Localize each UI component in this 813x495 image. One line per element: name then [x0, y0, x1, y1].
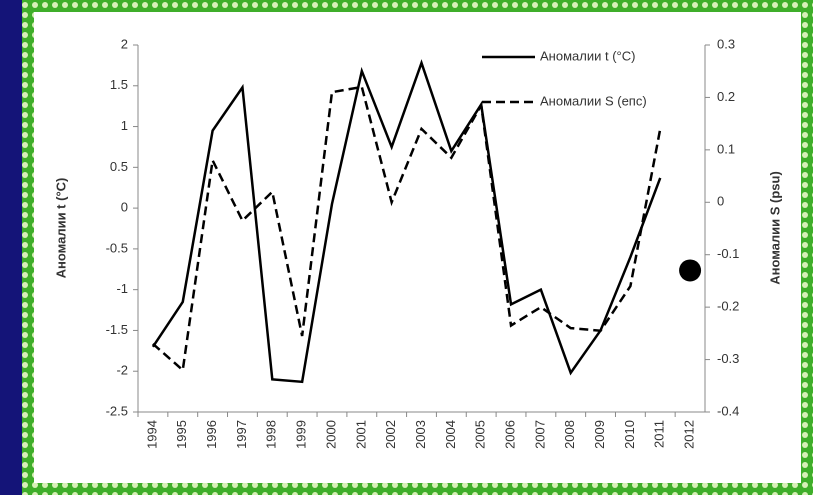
x-tick-label: 1994	[144, 420, 159, 449]
y2-tick-label: 0.3	[717, 36, 735, 51]
y-tick-label: 2	[121, 36, 128, 51]
x-tick-label: 1999	[294, 420, 309, 449]
y-tick-label: 1.5	[110, 77, 128, 92]
series-line	[151, 59, 662, 384]
y-tick-label: -1.5	[106, 322, 128, 337]
y2-tick-label: 0.2	[717, 89, 735, 104]
y-axis-label: Аномалии t (°C)	[53, 178, 68, 279]
y2-tick-label: -0.4	[717, 403, 739, 418]
point	[679, 259, 702, 282]
series-line	[152, 85, 662, 373]
y2-tick-label: 0	[717, 194, 724, 209]
y2-axis-label: Аномалии S (psu)	[767, 171, 782, 285]
x-tick-label: 2005	[473, 420, 488, 449]
y-tick-label: 0	[121, 200, 128, 215]
y-tick-label: 0.5	[110, 159, 128, 174]
x-tick-label: 1997	[234, 420, 249, 449]
y-tick-label: -2.5	[106, 403, 128, 418]
y2-tick-label: -0.1	[717, 246, 739, 261]
x-tick-label: 1995	[174, 420, 189, 449]
x-tick-label: 2006	[502, 420, 517, 449]
y-tick-label: -1	[116, 281, 128, 296]
x-tick-label: 2009	[592, 420, 607, 449]
x-tick-label: 2004	[443, 420, 458, 449]
y-tick-label: -2	[116, 363, 128, 378]
x-tick-label: 2001	[353, 420, 368, 449]
y2-tick-label: 0.1	[717, 141, 735, 156]
chart-area	[34, 12, 801, 483]
x-tick-label: 2000	[323, 420, 338, 449]
x-tick-label: 2002	[383, 420, 398, 449]
x-tick-label: 2010	[622, 420, 637, 449]
y2-tick-label: -0.3	[717, 351, 739, 366]
x-tick-label: 1996	[204, 420, 219, 449]
legend-label: Аномалии t (°C)	[540, 48, 635, 63]
x-tick-label: 2012	[682, 420, 697, 449]
y2-tick-label: -0.2	[717, 299, 739, 314]
y-tick-label: 1	[121, 118, 128, 133]
y-tick-label: -0.5	[106, 240, 128, 255]
legend-label: Аномалии S (епс)	[540, 93, 647, 108]
x-tick-label: 2007	[532, 420, 547, 449]
x-tick-label: 2008	[562, 420, 577, 449]
x-tick-label: 2003	[413, 420, 428, 449]
x-tick-label: 2011	[652, 420, 667, 448]
x-tick-label: 1998	[264, 420, 279, 449]
